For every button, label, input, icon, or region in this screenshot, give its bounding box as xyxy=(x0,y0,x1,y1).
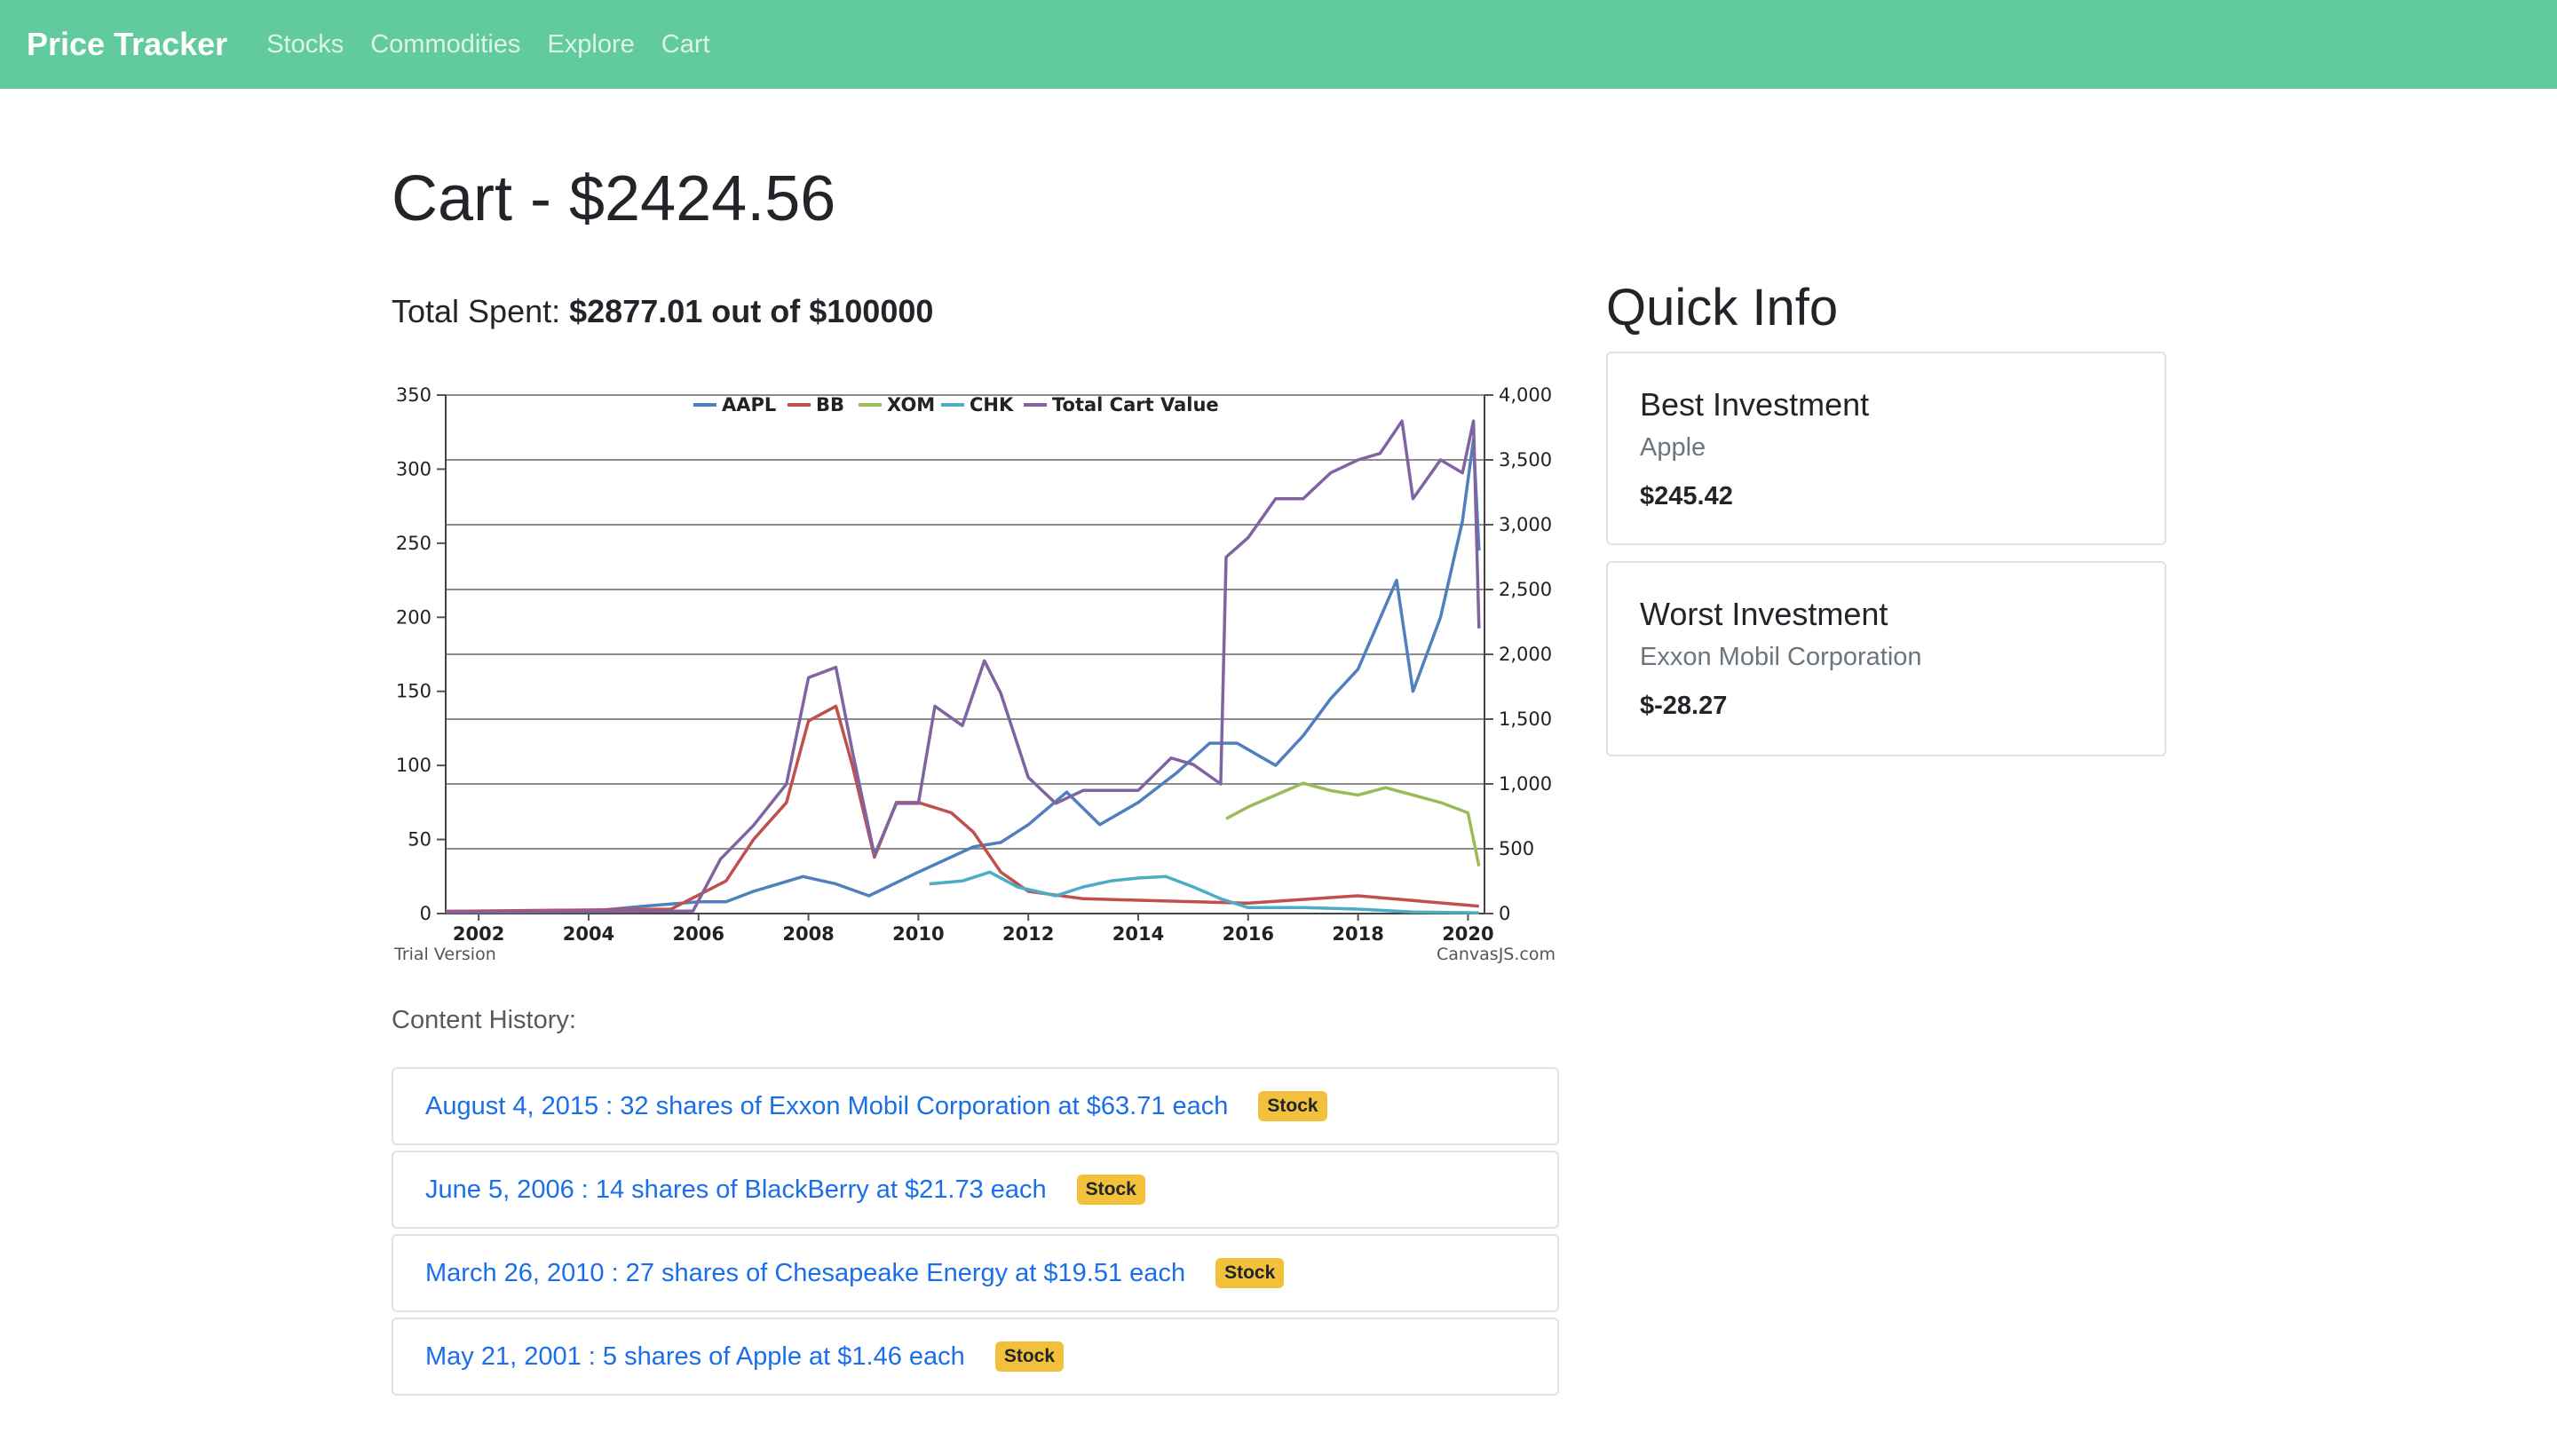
worst-investment-name: Exxon Mobil Corporation xyxy=(1640,642,1922,671)
history-item: August 4, 2015 : 32 shares of Exxon Mobi… xyxy=(392,1067,1559,1145)
worst-investment-card: Worst Investment Exxon Mobil Corporation… xyxy=(1606,561,2166,756)
legend-entry: Total Cart Value xyxy=(1052,394,1219,415)
right-axis-tick-label: 4,000 xyxy=(1499,384,1552,406)
history-item-link[interactable]: May 21, 2001 : 5 shares of Apple at $1.4… xyxy=(425,1341,965,1371)
legend-entry: CHK xyxy=(970,394,1014,415)
x-axis-tick-label: 2020 xyxy=(1442,923,1493,945)
history-item-link[interactable]: August 4, 2015 : 32 shares of Exxon Mobi… xyxy=(425,1091,1229,1120)
series-line-xom xyxy=(1225,781,1481,866)
stock-badge: Stock xyxy=(1215,1258,1285,1288)
left-axis-tick-label: 250 xyxy=(396,533,431,554)
right-axis-tick-label: 2,500 xyxy=(1499,579,1552,600)
stock-badge: Stock xyxy=(1258,1091,1327,1121)
x-axis-tick-label: 2008 xyxy=(782,923,834,945)
stock-badge: Stock xyxy=(1076,1175,1145,1205)
series-line-total-cart-value xyxy=(445,419,1481,914)
nav-link-cart[interactable]: Cart xyxy=(661,29,710,59)
nav-link-stocks[interactable]: Stocks xyxy=(266,29,344,59)
x-axis-tick-label: 2002 xyxy=(453,923,504,945)
worst-investment-value: $-28.27 xyxy=(1640,691,1728,720)
history-item: May 21, 2001 : 5 shares of Apple at $1.4… xyxy=(392,1318,1559,1396)
series-line-aapl xyxy=(446,438,1481,914)
left-axis-tick-label: 150 xyxy=(396,681,431,702)
brand-logo[interactable]: Price Tracker xyxy=(27,26,228,62)
legend-entry: BB xyxy=(816,394,844,415)
navbar: Price Tracker Stocks Commodities Explore… xyxy=(0,0,2557,89)
legend-entry: XOM xyxy=(887,394,935,415)
x-axis-tick-label: 2006 xyxy=(673,923,724,945)
x-axis-tick-label: 2004 xyxy=(563,923,614,945)
right-axis-tick-label: 2,000 xyxy=(1499,644,1552,665)
stock-badge: Stock xyxy=(994,1341,1064,1372)
right-axis-tick-label: 500 xyxy=(1499,838,1534,859)
total-spent-value: $2877.01 out of $100000 xyxy=(569,293,934,329)
history-label: Content History: xyxy=(392,1006,576,1034)
left-axis-tick-label: 200 xyxy=(396,606,431,628)
right-axis-tick-label: 0 xyxy=(1499,903,1510,924)
watermark-trial: Trial Version xyxy=(393,945,496,964)
right-axis-tick-label: 1,500 xyxy=(1499,708,1552,730)
left-axis-tick-label: 0 xyxy=(420,903,431,924)
nav-link-commodities[interactable]: Commodities xyxy=(370,29,521,59)
x-axis-tick-label: 2010 xyxy=(892,923,944,945)
x-axis-tick-label: 2016 xyxy=(1223,923,1274,945)
x-axis-tick-label: 2014 xyxy=(1112,923,1164,945)
total-spent: Total Spent: $2877.01 out of $100000 xyxy=(392,296,933,328)
nav-link-explore[interactable]: Explore xyxy=(547,29,635,59)
history-item: March 26, 2010 : 27 shares of Chesapeake… xyxy=(392,1234,1559,1312)
history-list: August 4, 2015 : 32 shares of Exxon Mobi… xyxy=(392,1067,1559,1401)
best-investment-card: Best Investment Apple $245.42 xyxy=(1606,352,2166,545)
right-axis-tick-label: 1,000 xyxy=(1499,773,1552,795)
x-axis-tick-label: 2012 xyxy=(1002,923,1054,945)
series-line-chk xyxy=(929,870,1479,914)
best-investment-title: Best Investment xyxy=(1640,386,1870,423)
right-axis-tick-label: 3,500 xyxy=(1499,449,1552,471)
left-axis-tick-label: 300 xyxy=(396,458,431,479)
price-chart[interactable]: 0 500 1,000 1,500 2,000 2,500 3,000 3,500 4,000 0… xyxy=(387,376,1568,971)
best-investment-value: $245.42 xyxy=(1640,481,1733,510)
x-axis-tick-label: 2018 xyxy=(1332,923,1383,945)
worst-investment-title: Worst Investment xyxy=(1640,596,1888,632)
page-title: Cart - $2424.56 xyxy=(392,163,836,234)
legend-entry: AAPL xyxy=(722,394,776,415)
best-investment-name: Apple xyxy=(1640,432,1706,462)
watermark-canvasjs: CanvasJS.com xyxy=(1437,945,1556,964)
left-axis-tick-label: 350 xyxy=(396,384,431,406)
total-spent-label: Total Spent: xyxy=(392,293,561,329)
history-item-link[interactable]: March 26, 2010 : 27 shares of Chesapeake… xyxy=(425,1258,1186,1287)
left-axis-tick-label: 100 xyxy=(396,755,431,776)
right-axis-tick-label: 3,000 xyxy=(1499,514,1552,535)
history-item-link[interactable]: June 5, 2006 : 14 shares of BlackBerry a… xyxy=(425,1175,1047,1204)
history-item: June 5, 2006 : 14 shares of BlackBerry a… xyxy=(392,1151,1559,1229)
quick-info-title: Quick Info xyxy=(1606,279,1839,336)
left-axis-tick-label: 50 xyxy=(408,829,431,851)
